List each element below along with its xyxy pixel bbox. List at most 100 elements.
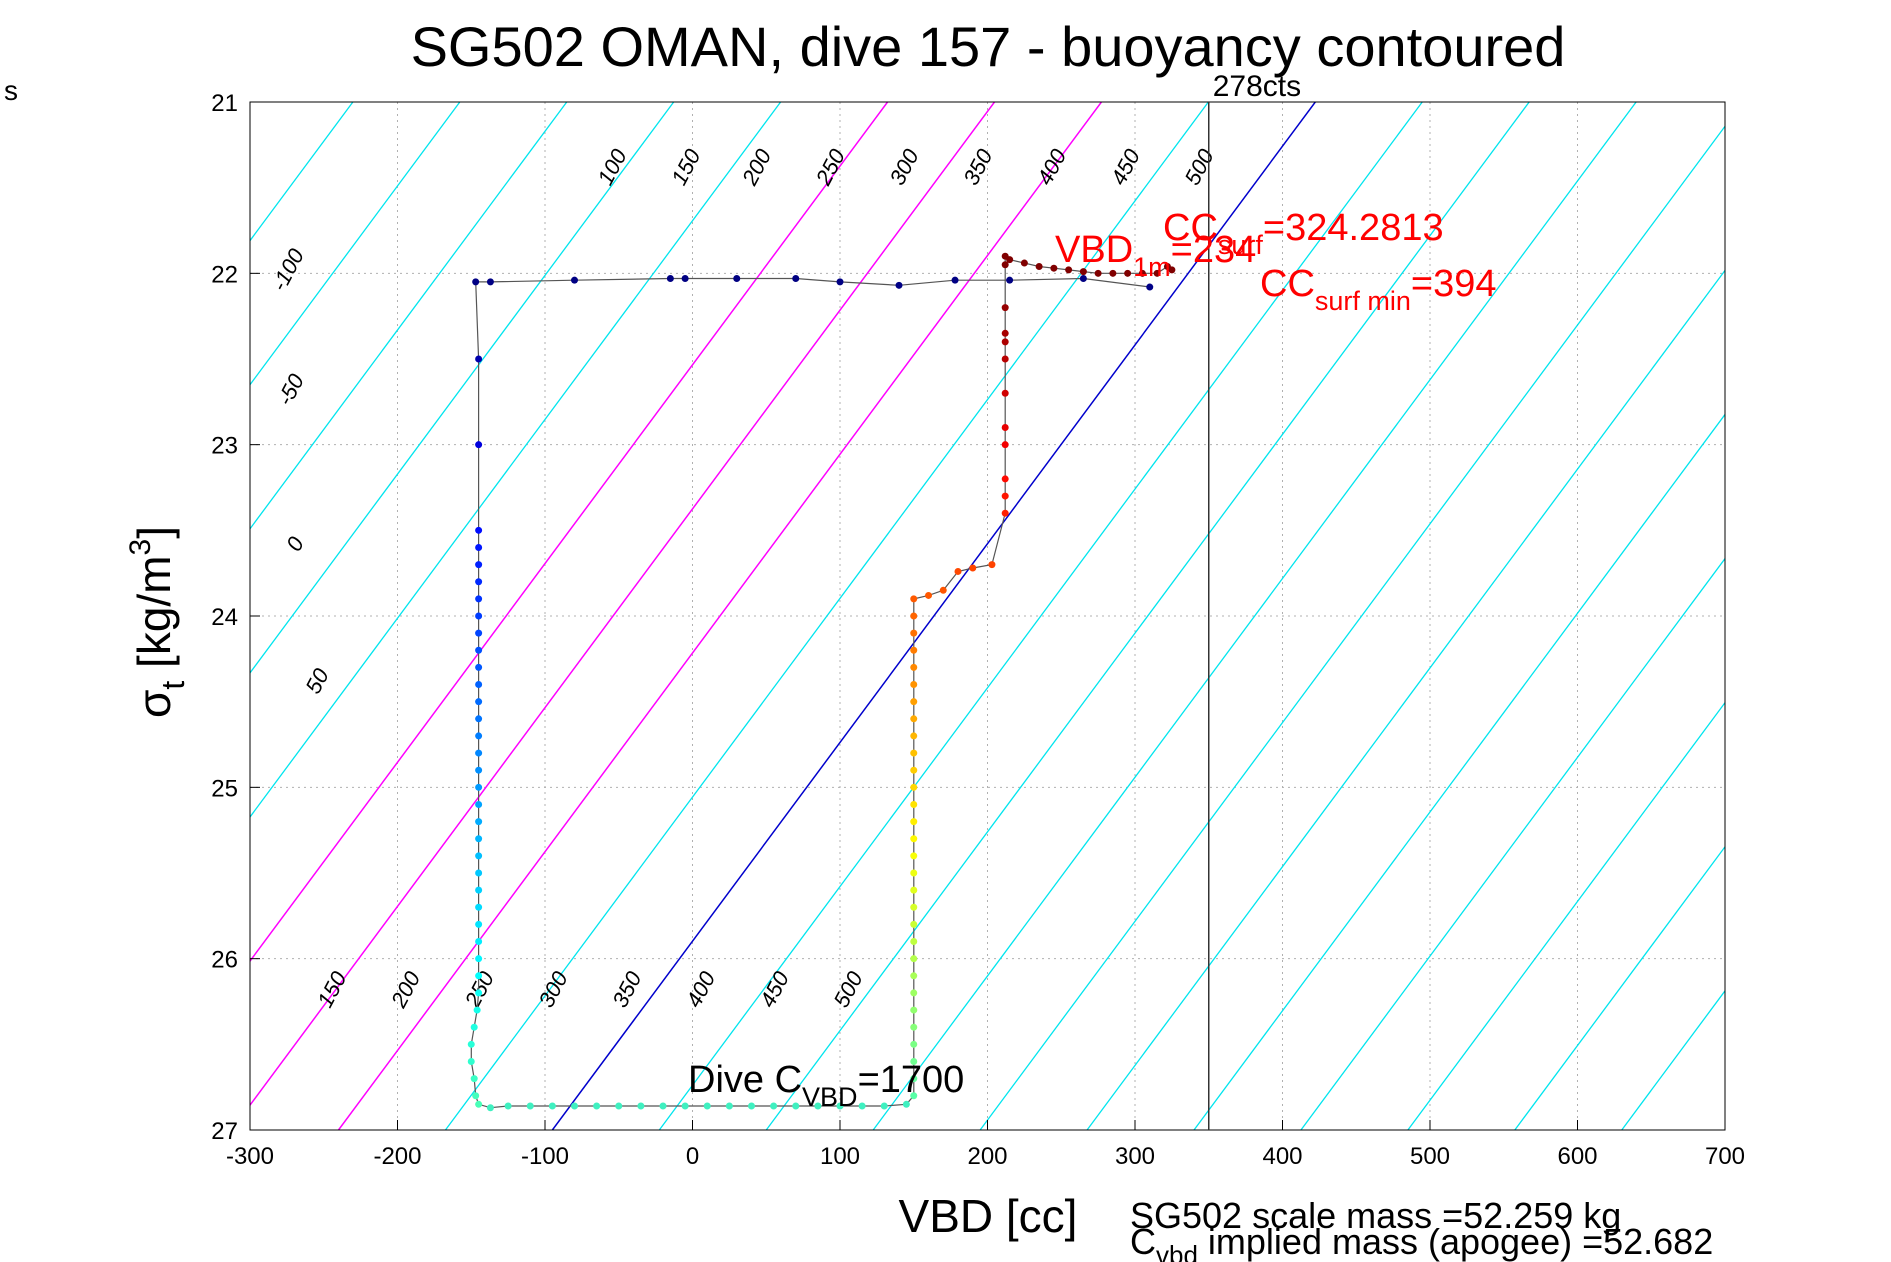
- contour-line: [250, 102, 568, 530]
- contour-line: [1193, 413, 1725, 1130]
- dive-point: [681, 274, 689, 282]
- y-tick-label: 21: [211, 90, 238, 117]
- climb-point: [910, 698, 918, 706]
- climb-point: [939, 586, 947, 594]
- bottom-point: [486, 1104, 494, 1112]
- dive-point: [475, 698, 483, 706]
- climb-point: [1001, 355, 1009, 363]
- contour-line: [1086, 269, 1725, 1130]
- dive-point: [475, 818, 483, 826]
- dive-point: [467, 1040, 475, 1048]
- climb-point: [910, 1006, 918, 1014]
- contour-line: [0, 102, 32, 1130]
- edge-letter: s: [4, 75, 18, 106]
- x-tick-label: 300: [1115, 1143, 1155, 1170]
- dive-point: [792, 274, 800, 282]
- contour-label: 500: [828, 967, 868, 1012]
- climb-point: [910, 972, 918, 980]
- contour-line: [658, 102, 1423, 1130]
- dive-point: [475, 1100, 483, 1108]
- dive-point: [473, 1006, 481, 1014]
- bottom-point: [548, 1102, 556, 1110]
- dive-point: [475, 903, 483, 911]
- climb-point: [910, 1040, 918, 1048]
- dive-point: [475, 629, 483, 637]
- contour-line: [551, 102, 1316, 1130]
- bottom-point: [836, 1102, 844, 1110]
- vbd-1m-annotation: VBD1m=234: [1055, 229, 1256, 282]
- contour-line: [979, 125, 1725, 1130]
- x-tick-label: 200: [967, 1143, 1007, 1170]
- climb-point: [910, 629, 918, 637]
- climb-point: [1065, 266, 1073, 274]
- climb-point: [910, 646, 918, 654]
- x-axis-ticks: -300 -200 -100 0 100 200 300 400 500 600 700: [226, 1120, 1745, 1170]
- climb-point: [910, 989, 918, 997]
- dive-point: [951, 276, 959, 284]
- dive-point: [475, 441, 483, 449]
- bottom-point: [593, 1102, 601, 1110]
- dive-point: [475, 886, 483, 894]
- contour-line: [250, 102, 461, 386]
- bottom-point: [703, 1102, 711, 1110]
- data-points: [467, 252, 1176, 1112]
- dive-point: [475, 681, 483, 689]
- contour-line: [1407, 701, 1725, 1130]
- bottom-point: [659, 1102, 667, 1110]
- contour-label: -50: [272, 369, 309, 409]
- y-tick-label: 26: [211, 947, 238, 974]
- chart-title: SG502 OMAN, dive 157 - buoyancy contoure…: [411, 15, 1566, 78]
- dive-point: [475, 543, 483, 551]
- dive-point: [475, 749, 483, 757]
- contour-line: [765, 102, 1530, 1130]
- dive-point: [475, 732, 483, 740]
- climb-point: [910, 783, 918, 791]
- climb-point: [969, 564, 977, 572]
- climb-point: [925, 591, 932, 599]
- y-tick-label: 25: [211, 775, 238, 802]
- dive-point: [467, 1057, 475, 1065]
- contour-label: 200: [737, 144, 777, 190]
- dive-point: [475, 852, 483, 860]
- climb-point: [910, 800, 918, 808]
- x-tick-label: -200: [373, 1143, 421, 1170]
- y-tick-label: 24: [211, 604, 238, 631]
- dive-point: [475, 955, 483, 963]
- climb-point: [910, 955, 918, 963]
- dive-point: [1146, 283, 1154, 291]
- bottom-point: [902, 1100, 910, 1108]
- climb-point: [1020, 259, 1028, 267]
- contour-line: [250, 102, 996, 1107]
- contour-label: 300: [533, 967, 573, 1012]
- dive-point: [472, 1092, 480, 1100]
- contour-label: 150: [312, 967, 352, 1012]
- dive-point: [470, 1023, 478, 1031]
- bottom-point: [858, 1102, 866, 1110]
- contour-label: 350: [958, 144, 998, 189]
- y-axis-ticks: 21 22 23 24 25 26 27: [211, 90, 260, 1145]
- climb-point: [910, 595, 918, 603]
- climb-point: [910, 869, 918, 877]
- climb-point: [910, 852, 918, 860]
- contour-label: -100: [266, 244, 309, 295]
- dive-point: [475, 526, 483, 534]
- data-lines: [470, 254, 1173, 1109]
- climb-point: [1094, 269, 1102, 277]
- contour-label: 0: [281, 532, 309, 555]
- y-tick-label: 27: [211, 1118, 238, 1145]
- dive-point: [470, 1075, 478, 1083]
- contour-label: 450: [1106, 144, 1146, 189]
- y-tick-label: 23: [211, 433, 238, 460]
- dive-point: [475, 972, 483, 980]
- bottom-point: [615, 1102, 623, 1110]
- contour-line: [1514, 845, 1725, 1130]
- contour-label: 250: [810, 144, 850, 190]
- dive-point: [475, 938, 483, 946]
- climb-point: [910, 681, 918, 689]
- climb-point: [1001, 492, 1009, 500]
- climb-point: [910, 903, 918, 911]
- bottom-point: [880, 1102, 888, 1110]
- dive-point: [475, 766, 483, 774]
- dive-point: [475, 355, 483, 363]
- bottom-point: [571, 1102, 578, 1110]
